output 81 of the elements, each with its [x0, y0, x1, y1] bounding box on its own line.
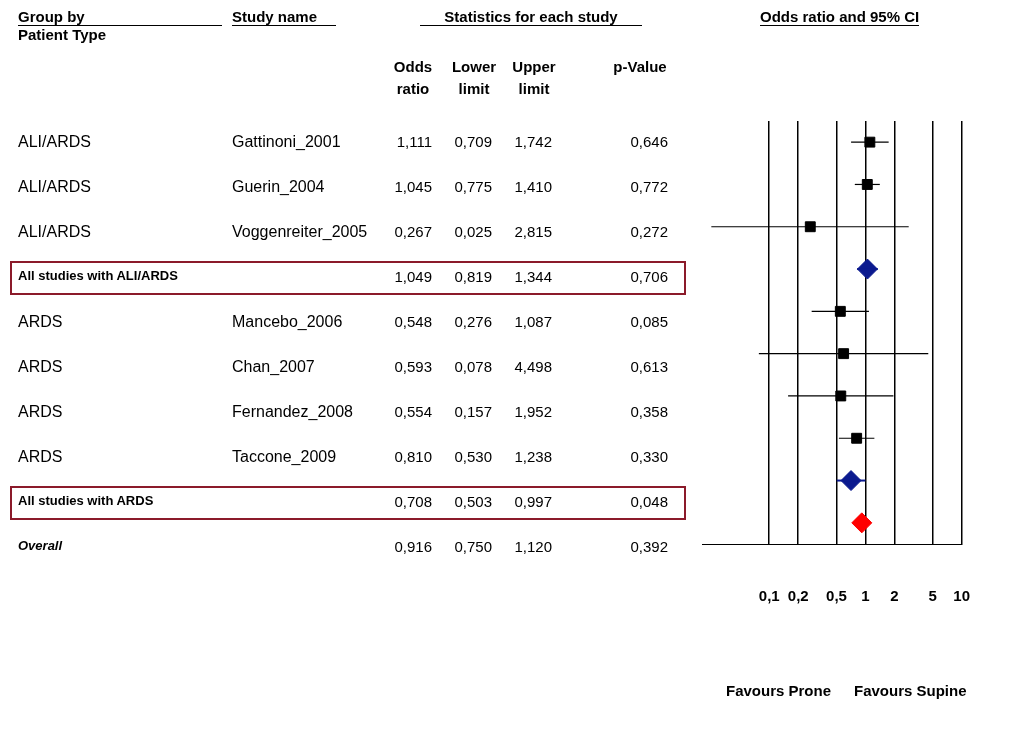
category-label: ALI/ARDS: [18, 132, 91, 150]
text: 0,358: [630, 402, 668, 420]
text: 1,410: [514, 177, 552, 195]
category-label: Fernandez_2008: [232, 402, 353, 420]
text: 0,819: [454, 267, 492, 285]
text: 0,530: [454, 447, 492, 465]
text: 0,503: [454, 492, 492, 510]
text: 0,916: [394, 537, 432, 555]
category-label: ARDS: [18, 312, 63, 330]
chart-title: Odds ratio and 95% CI: [760, 8, 920, 26]
text: 0,997: [514, 492, 552, 510]
text: 0,613: [630, 357, 668, 375]
text: 0,775: [454, 177, 492, 195]
category-label: p-Value: [612, 57, 668, 77]
category-label: ARDS: [18, 357, 63, 375]
category-label: Odds ratio: [392, 57, 434, 99]
text: 2,815: [514, 222, 552, 240]
text: 0,078: [454, 357, 492, 375]
x-tick-label: 2: [890, 587, 899, 605]
category-label: ARDS: [18, 447, 63, 465]
x-tick-label: 10: [953, 587, 970, 605]
text: 0,085: [630, 312, 668, 330]
text: Study name: [232, 8, 336, 26]
category-label: Gattinoni_2001: [232, 132, 341, 150]
text: 1,120: [514, 537, 552, 555]
text: 1,952: [514, 402, 552, 420]
category-label: ALI/ARDS: [18, 177, 91, 195]
text: 1,045: [394, 177, 432, 195]
text: 1,111: [396, 132, 432, 150]
text: 1,238: [514, 447, 552, 465]
text: 0,048: [630, 492, 668, 510]
text: 0,025: [454, 222, 492, 240]
point: [864, 136, 876, 148]
text: 0,593: [394, 357, 432, 375]
text: Statistics for each study: [420, 8, 642, 26]
category-label: Guerin_2004: [232, 177, 325, 195]
text: 4,498: [514, 357, 552, 375]
x-tick-label: 0,1: [758, 587, 780, 605]
category-label: Voggenreiter_2005: [232, 222, 368, 240]
text: 0,267: [394, 222, 432, 240]
x-tick-label: 1: [861, 587, 870, 605]
text: 1,742: [514, 132, 552, 150]
x-tick-label: 5: [928, 587, 937, 605]
text: 0,706: [630, 267, 668, 285]
text: 0,272: [630, 222, 668, 240]
category-label: ARDS: [18, 402, 63, 420]
text: 0,646: [630, 132, 668, 150]
text: 0,709: [454, 132, 492, 150]
category-label: Chan_2007: [232, 357, 315, 375]
text: 0,330: [630, 447, 668, 465]
text: Group by: [18, 8, 222, 26]
text: 1,049: [394, 267, 432, 285]
text: Favours Prone: [726, 682, 832, 699]
category-label: All studies with ALI/ARDS: [18, 267, 178, 283]
category-label: Mancebo_2006: [232, 312, 343, 330]
point: [835, 390, 847, 402]
text: 0,750: [454, 537, 492, 555]
category-label: Overall: [18, 537, 63, 553]
point: [861, 179, 873, 190]
category-label: Lower limit: [450, 57, 498, 99]
text: Patient Type: [18, 26, 108, 43]
text: Favours Supine: [854, 682, 967, 699]
category-label: All studies with ARDS: [18, 492, 154, 508]
text: 0,548: [394, 312, 432, 330]
text: 0,772: [630, 177, 668, 195]
point: [834, 305, 846, 317]
point: [838, 348, 850, 360]
category-label: Upper limit: [511, 57, 557, 99]
text: 0,554: [394, 402, 432, 420]
x-tick-label: 0,5: [826, 587, 847, 605]
point: [851, 512, 873, 534]
text: 0,157: [454, 402, 492, 420]
text: 0,708: [394, 492, 432, 510]
category-label: ALI/ARDS: [18, 222, 91, 240]
text: 1,087: [514, 312, 552, 330]
text: 1,344: [514, 267, 552, 285]
text: 0,276: [454, 312, 492, 330]
text: 0,810: [394, 447, 432, 465]
x-tick-label: 0,2: [787, 587, 809, 605]
category-label: Taccone_2009: [232, 447, 337, 465]
text: 0,392: [630, 537, 668, 555]
